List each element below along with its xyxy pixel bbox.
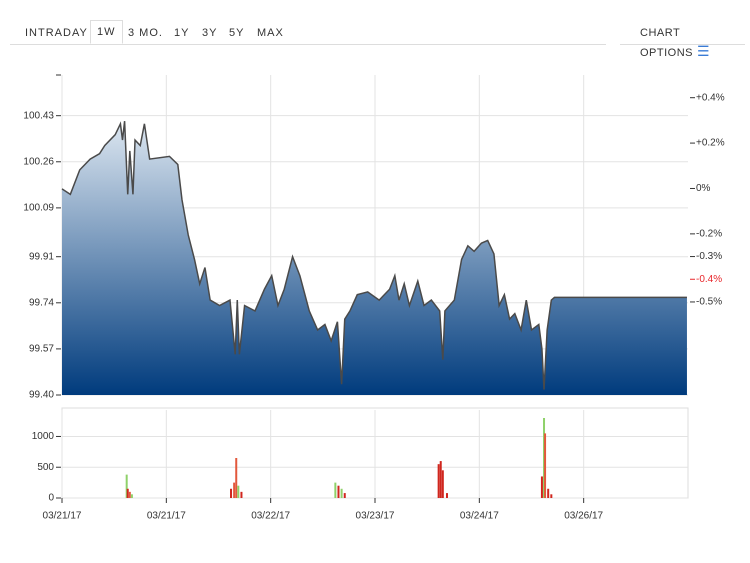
range-tab[interactable]: 1W	[90, 20, 123, 44]
volume-bar	[126, 488, 129, 498]
y-tick-label: 99.91	[29, 251, 54, 262]
volume-bar	[540, 476, 543, 498]
y2-tick-label: 0%	[696, 183, 711, 194]
range-tab[interactable]: 3Y	[202, 27, 218, 39]
range-tab[interactable]: 5Y	[229, 27, 245, 39]
x-tick-label: 03/24/17	[460, 511, 499, 522]
volume-bar	[340, 488, 343, 498]
volume-bar	[543, 418, 546, 498]
y-tick-label: 99.40	[29, 390, 54, 401]
volume-bar	[130, 494, 133, 498]
volume-bar	[544, 433, 547, 498]
volume-bar	[230, 488, 233, 498]
tab-underline	[10, 44, 606, 45]
range-tab[interactable]: MAX	[257, 27, 284, 39]
y2-tick-label: -0.2%	[696, 229, 722, 240]
y-tick-label: 99.57	[29, 344, 54, 355]
volume-bar	[237, 485, 240, 498]
volume-bar	[445, 493, 448, 498]
volume-bar	[334, 482, 337, 498]
price-line	[61, 121, 687, 390]
y2-tick-label: +0.2%	[696, 138, 725, 149]
y2-tick-label: -0.3%	[696, 251, 722, 262]
volume-bar	[125, 474, 128, 498]
volume-bar	[439, 461, 442, 498]
volume-bar	[343, 493, 346, 498]
volume-bar	[441, 470, 444, 498]
volume-bar	[437, 464, 440, 498]
x-tick-label: 03/21/17	[43, 511, 82, 522]
y-tick-label: 100.09	[23, 203, 54, 214]
x-tick-label: 03/22/17	[251, 511, 290, 522]
last-change-label: -0.4%	[696, 274, 722, 285]
range-tab[interactable]: 1Y	[174, 27, 190, 39]
y2-tick-label: +0.4%	[696, 92, 725, 103]
volume-bar	[550, 494, 553, 498]
volume-bar	[235, 458, 238, 498]
y-tick-label: 500	[37, 462, 54, 473]
volume-bar	[233, 482, 236, 498]
volume-bar	[337, 485, 340, 498]
y-tick-label: 99.74	[29, 297, 54, 308]
x-tick-label: 03/23/17	[356, 511, 395, 522]
chart-options-label[interactable]: CHART OPTIONS	[640, 27, 694, 59]
volume-bar	[128, 491, 131, 498]
y-tick-label: 100.26	[23, 156, 54, 167]
y-tick-label: 0	[48, 493, 54, 504]
y-tick-label: 100.43	[23, 110, 54, 121]
range-tab[interactable]: 3 MO.	[128, 27, 163, 39]
menu-icon[interactable]: ☰	[697, 43, 711, 59]
chart-options[interactable]: CHART OPTIONS ☰	[640, 24, 750, 62]
x-tick-label: 03/26/17	[564, 511, 603, 522]
options-underline	[620, 44, 745, 45]
y-tick-label: 1000	[32, 431, 55, 442]
range-tab[interactable]: INTRADAY	[25, 27, 88, 39]
volume-bar	[240, 491, 243, 498]
y2-tick-label: -0.5%	[696, 297, 722, 308]
volume-bar	[547, 488, 550, 498]
x-tick-label: 03/21/17	[147, 511, 186, 522]
